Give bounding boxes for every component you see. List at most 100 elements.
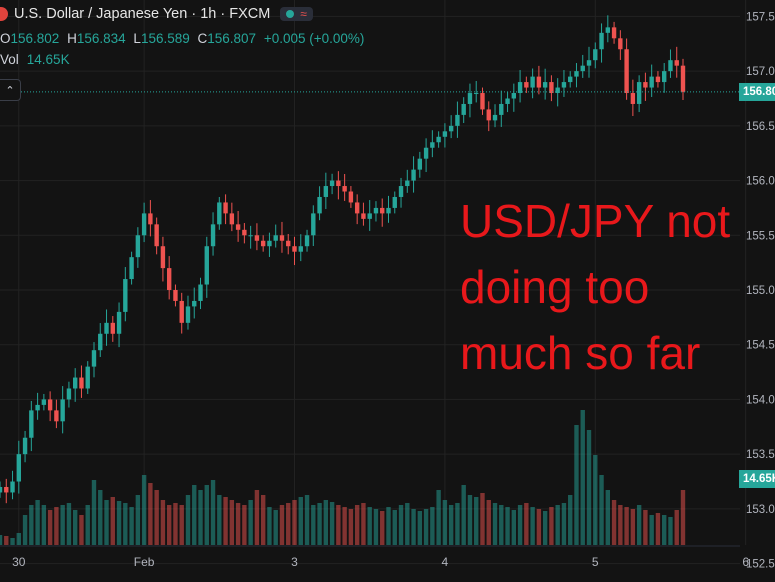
market-open-icon: [286, 10, 295, 18]
volume-bar: [392, 510, 397, 545]
volume-bar: [148, 483, 153, 545]
volume-bar: [41, 505, 47, 545]
time-axis[interactable]: 30 Feb 3 4 5 6: [0, 545, 749, 569]
candle-body: [530, 76, 535, 88]
open-value: 156.802: [10, 31, 60, 46]
volume-bar: [405, 503, 410, 545]
y-tick-label: 153.000: [746, 504, 775, 516]
volume-bar: [47, 510, 53, 545]
candle-body: [436, 136, 441, 143]
candle-body: [593, 49, 598, 61]
low-value: 156.589: [140, 31, 190, 46]
annotation-line: doing too: [460, 261, 650, 313]
candle-body: [580, 65, 585, 72]
volume-bar: [254, 490, 260, 545]
candle-body: [636, 82, 642, 104]
volume-bar: [98, 490, 103, 545]
candle-body: [398, 186, 404, 197]
ohlc-values: O156.802 H156.834 L156.589 C156.807 +0.0…: [0, 31, 368, 46]
candle-body: [649, 76, 654, 88]
x-tick-label: 5: [592, 555, 599, 569]
candle-body: [154, 224, 159, 247]
volume-bar: [448, 505, 454, 545]
volume-bar: [568, 495, 573, 545]
volume-bar: [304, 495, 310, 545]
candle-layer: [0, 15, 686, 504]
candle-body: [304, 235, 310, 247]
volume-bar: [354, 505, 360, 545]
candle-body: [611, 27, 617, 39]
volume-bar: [480, 493, 485, 545]
candle-body: [624, 49, 629, 94]
volume-bar: [260, 495, 266, 545]
candle-body: [41, 399, 47, 405]
volume-bar: [411, 509, 416, 545]
volume-bar: [624, 507, 629, 545]
volume-bar: [593, 455, 598, 545]
candle-body: [492, 114, 498, 121]
candle-body: [373, 207, 379, 214]
candle-body: [60, 399, 65, 422]
volume-bar: [599, 475, 604, 545]
candle-body: [448, 125, 454, 132]
open-label: O: [0, 31, 11, 46]
candle-body: [66, 388, 72, 400]
chart-annotation[interactable]: USD/JPY not doing too much so far: [460, 188, 760, 386]
y-tick-label: 156.000: [746, 176, 775, 188]
price-axis[interactable]: 157.500 157.000 156.500 156.000 155.500 155.0…: [746, 11, 775, 570]
symbol-logo-icon[interactable]: [0, 7, 8, 21]
y-tick-label: 154.500: [746, 340, 775, 352]
candle-body: [461, 103, 466, 115]
candle-body: [229, 213, 235, 225]
candle-body: [655, 76, 661, 83]
volume-bar: [336, 505, 341, 545]
volume-bar: [311, 505, 316, 545]
candle-body: [10, 481, 15, 493]
volume-bar: [662, 515, 667, 545]
y-tick-label: 154.000: [746, 394, 775, 406]
candle-body: [148, 213, 153, 225]
volume-bar: [430, 507, 435, 545]
candle-body: [467, 93, 473, 104]
y-tick-label: 152.500: [746, 559, 775, 571]
volume-bar: [386, 507, 391, 545]
volume-bar: [505, 507, 510, 545]
candle-body: [505, 98, 510, 104]
volume-bar: [16, 533, 21, 545]
candle-body: [0, 486, 3, 493]
x-tick-label: 6: [742, 555, 749, 569]
volume-bar: [436, 490, 441, 545]
candle-body: [185, 306, 191, 323]
volume-bar: [248, 500, 253, 545]
candle-body: [192, 300, 197, 307]
candle-body: [298, 246, 303, 252]
x-tick-label: Feb: [134, 555, 155, 569]
volume-bar: [605, 490, 611, 545]
collapse-legend-button[interactable]: ⌃: [0, 79, 21, 101]
candle-body: [455, 114, 460, 126]
volume-bar: [29, 505, 34, 545]
candle-body: [79, 377, 84, 389]
candle-body: [292, 246, 297, 252]
candle-body: [311, 213, 316, 236]
volume-bar: [79, 515, 84, 545]
volume-bar: [611, 500, 617, 545]
volume-bar: [267, 507, 272, 545]
volume-bar: [380, 511, 385, 545]
volume-bar: [286, 503, 291, 545]
candle-body: [323, 186, 329, 197]
signal-icon: ≈: [300, 7, 307, 21]
y-tick-label: 155.000: [746, 285, 775, 297]
volume-bar: [217, 495, 222, 545]
market-status[interactable]: ≈: [280, 7, 313, 21]
volume-bar: [342, 507, 347, 545]
volume-bar: [417, 511, 423, 545]
volume-bar: [4, 536, 9, 545]
volume-bar: [668, 517, 673, 545]
volume-bar: [367, 507, 372, 545]
volume-bar: [530, 507, 535, 545]
candle-body: [85, 366, 90, 389]
volume-bar: [555, 505, 560, 545]
candle-body: [91, 350, 97, 367]
symbol-title[interactable]: U.S. Dollar / Japanese Yen · 1h · FXCM: [14, 6, 271, 22]
